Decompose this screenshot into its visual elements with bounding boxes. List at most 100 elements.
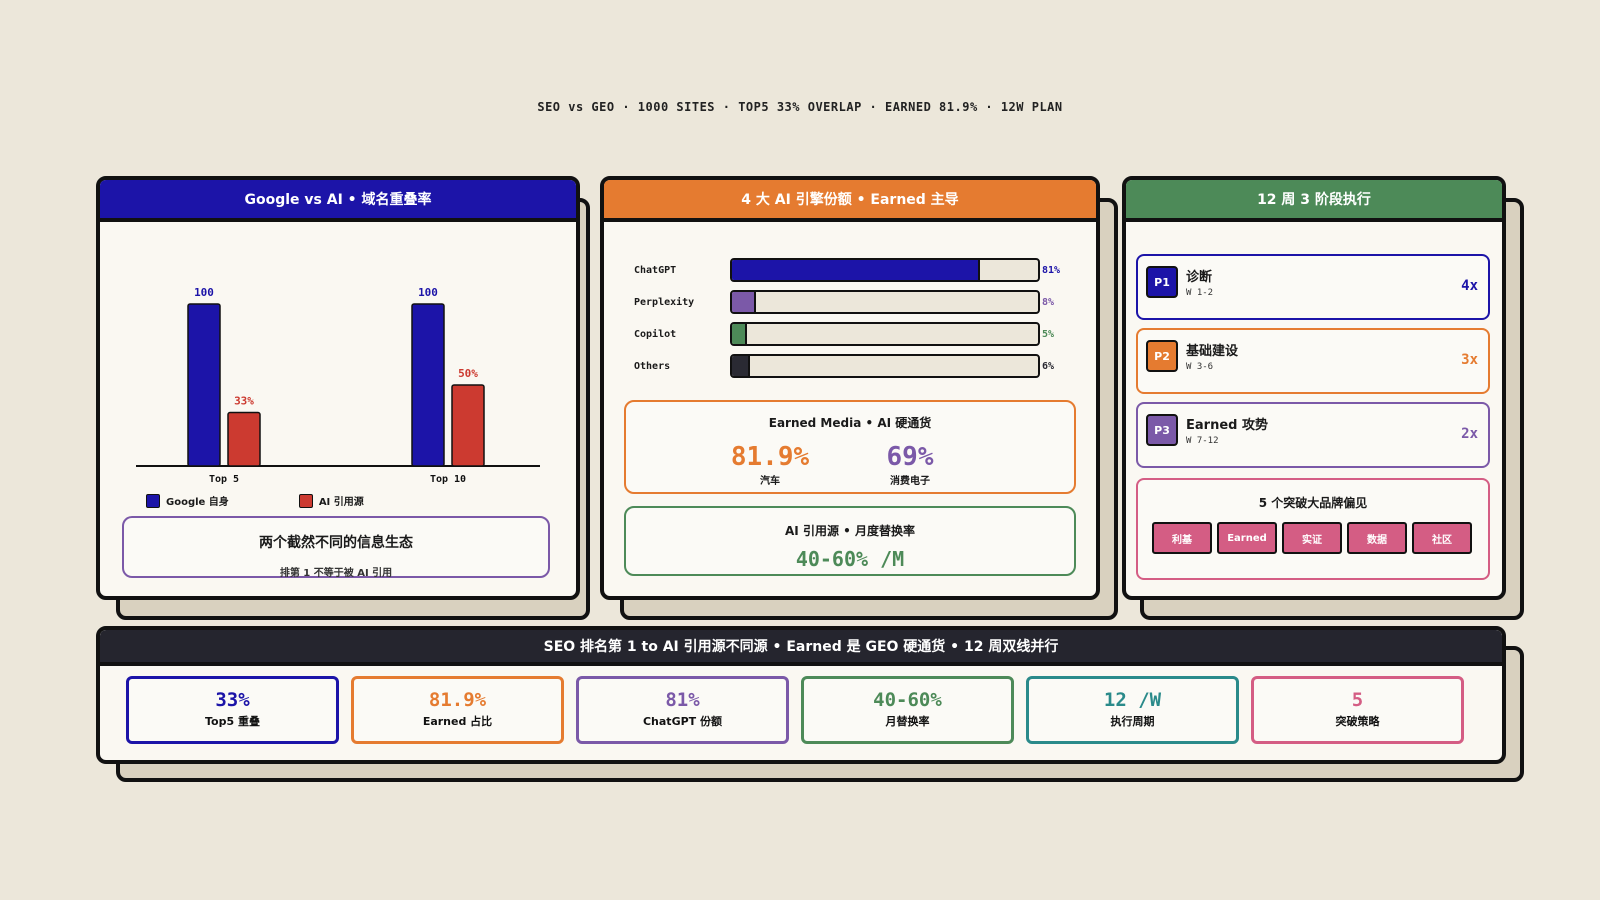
share-bar-fill xyxy=(732,324,748,344)
share-bar-fill xyxy=(732,260,980,280)
share-engine-name: ChatGPT xyxy=(634,264,677,276)
phase-name: 诊断 xyxy=(1186,270,1213,285)
share-bar-track xyxy=(730,322,1040,346)
kpi-card: 81.9% Earned 占比 xyxy=(351,676,564,744)
legend-label: Google 自身 xyxy=(166,497,229,508)
kpi-value: 81% xyxy=(665,689,700,711)
ecosystem-note-subtitle: 排第 1 不等于被 AI 引用 xyxy=(279,568,393,579)
phase-multiplier: 4x xyxy=(1461,278,1478,294)
overlap-panel: Google vs AI • 域名重叠率 100 33% Top 5 100 50% To… xyxy=(96,176,580,600)
earned-stat-value: 81.9% xyxy=(730,442,810,472)
kpi-label: Top5 重叠 xyxy=(205,715,260,728)
share-row: Others 6% xyxy=(634,354,1054,378)
phase-card-p3: P3 Earned 攻势 W 7-12 2x xyxy=(1136,402,1490,468)
share-engine-name: Copilot xyxy=(634,328,677,340)
share-bar-fill xyxy=(732,356,751,376)
bar-data-label: 100 xyxy=(418,286,438,299)
share-engine-name: Perplexity xyxy=(634,296,695,308)
plan-panel-header: 12 周 3 阶段执行 xyxy=(1126,180,1502,222)
kpi-value: 33% xyxy=(215,689,250,711)
kpi-card: 81% ChatGPT 份额 xyxy=(576,676,789,744)
earned-stat-auto: 81.9% 汽车 xyxy=(710,442,830,487)
share-row: Copilot 5% xyxy=(634,322,1054,346)
phase-weeks: W 1-2 xyxy=(1186,288,1214,298)
kpi-value: 5 xyxy=(1351,689,1364,711)
kpi-label: 月替换率 xyxy=(885,715,930,728)
ecosystem-note: 两个截然不同的信息生态 排第 1 不等于被 AI 引用 xyxy=(122,516,550,579)
legend-swatch xyxy=(298,493,313,508)
x-tick-label: Top 10 xyxy=(430,474,466,485)
kpi-card: 12 /W 执行周期 xyxy=(1026,676,1239,744)
breakthrough-box: 5 个突破大品牌偏见 利基 Earned 实证 数据 社区 xyxy=(1136,478,1490,580)
phase-weeks: W 7-12 xyxy=(1186,436,1219,446)
x-tick-label: Top 5 xyxy=(209,474,239,485)
ai-share-panel: 4 大 AI 引擎份额 • Earned 主导 ChatGPT 81% Perple… xyxy=(600,176,1100,600)
share-row: ChatGPT 81% xyxy=(634,258,1060,282)
share-bar-track xyxy=(730,290,1040,314)
bar-google-top10 xyxy=(411,303,445,467)
earned-media-box: Earned Media • AI 硬通货 81.9% 汽车 69% 消费电子 xyxy=(624,400,1076,494)
strategy-chip: 数据 xyxy=(1347,522,1407,554)
kpi-card: 5 突破策略 xyxy=(1251,676,1464,744)
plan-panel: 12 周 3 阶段执行 P1 诊断 W 1-2 4x P2 基础建设 W 3-6 3x P3 Ea… xyxy=(1122,176,1506,600)
phase-badge: P3 xyxy=(1146,414,1178,446)
legend-swatch xyxy=(146,493,160,508)
kpi-value: 81.9% xyxy=(428,689,487,711)
phase-multiplier: 2x xyxy=(1461,426,1478,442)
phase-badge: P2 xyxy=(1146,340,1178,372)
legend-label: AI 引用源 xyxy=(318,497,364,508)
strategy-chip: Earned xyxy=(1217,522,1277,554)
phase-weeks: W 3-6 xyxy=(1186,362,1214,372)
legend-item: AI 引用源 xyxy=(298,493,364,508)
replacement-rate-value: 40-60% /M xyxy=(795,547,905,571)
overlap-bar-chart: 100 33% Top 5 100 50% Top 10 xyxy=(136,286,540,485)
ai-share-panel-header: 4 大 AI 引擎份额 • Earned 主导 xyxy=(604,180,1096,222)
strategy-chip: 利基 xyxy=(1152,522,1212,554)
bar-google-top5 xyxy=(187,303,221,467)
breakthrough-title: 5 个突破大品牌偏见 xyxy=(1258,496,1368,510)
share-row: Perplexity 8% xyxy=(634,290,1054,314)
earned-media-title: Earned Media • AI 硬通货 xyxy=(768,416,932,430)
share-value: 81% xyxy=(1042,264,1061,276)
earned-stat-label: 消费电子 xyxy=(890,476,930,487)
phase-card-p2: P2 基础建设 W 3-6 3x xyxy=(1136,328,1490,394)
legend-item: Google 自身 xyxy=(146,493,229,508)
overlap-panel-header: Google vs AI • 域名重叠率 xyxy=(100,180,576,222)
share-engine-name: Others xyxy=(634,360,671,372)
replacement-rate-box: AI 引用源 • 月度替换率 40-60% /M xyxy=(624,506,1076,576)
kpi-card: 40-60% 月替换率 xyxy=(801,676,1014,744)
strategy-chip: 实证 xyxy=(1282,522,1342,554)
share-bar-track xyxy=(730,354,1040,378)
share-value: 6% xyxy=(1042,360,1055,372)
kpi-value: 40-60% xyxy=(873,689,942,711)
summary-panel: SEO 排名第 1 to AI 引用源不同源 • Earned 是 GEO 硬通… xyxy=(96,626,1506,764)
share-bar-track xyxy=(730,258,1040,282)
bar-ai-top10 xyxy=(451,384,485,467)
earned-stat-electronics: 69% 消费电子 xyxy=(850,442,970,487)
phase-multiplier: 3x xyxy=(1461,352,1478,368)
phase-badge: P1 xyxy=(1146,266,1178,298)
kpi-label: 突破策略 xyxy=(1335,715,1380,728)
bar-ai-top5 xyxy=(227,411,261,467)
ecosystem-note-title: 两个截然不同的信息生态 xyxy=(259,535,413,551)
share-bar-fill xyxy=(732,292,757,312)
replacement-rate-title: AI 引用源 • 月度替换率 xyxy=(785,524,915,538)
kpi-card: 33% Top5 重叠 xyxy=(126,676,339,744)
strategy-chip: 社区 xyxy=(1412,522,1472,554)
phase-card-p1: P1 诊断 W 1-2 4x xyxy=(1136,254,1490,320)
chart-legend: Google 自身 AI 引用源 xyxy=(146,493,364,508)
bar-data-label: 33% xyxy=(234,395,254,408)
kpi-label: 执行周期 xyxy=(1110,715,1155,728)
earned-stat-value: 69% xyxy=(886,442,934,472)
phase-name: Earned 攻势 xyxy=(1186,418,1268,433)
bar-data-label: 100 xyxy=(194,286,214,299)
phase-name: 基础建设 xyxy=(1186,344,1239,359)
page-title: SEO vs GEO · 1000 SITES · TOP5 33% OVERL… xyxy=(537,100,1063,114)
summary-panel-header: SEO 排名第 1 to AI 引用源不同源 • Earned 是 GEO 硬通… xyxy=(100,630,1502,666)
kpi-label: Earned 占比 xyxy=(422,715,493,728)
share-value: 8% xyxy=(1042,296,1055,308)
bar-data-label: 50% xyxy=(458,367,478,380)
kpi-label: ChatGPT 份额 xyxy=(642,715,722,728)
share-value: 5% xyxy=(1042,328,1055,340)
earned-stat-label: 汽车 xyxy=(760,476,780,487)
